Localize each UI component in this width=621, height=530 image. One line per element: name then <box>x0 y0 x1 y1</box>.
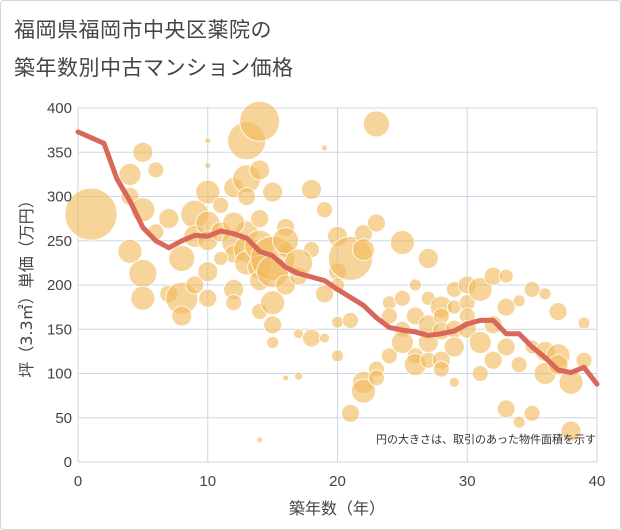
data-bubble <box>538 287 552 301</box>
data-bubble <box>432 360 450 378</box>
data-bubble <box>282 374 290 382</box>
data-bubble <box>368 369 385 387</box>
data-bubble <box>250 209 270 229</box>
data-bubble <box>342 311 359 329</box>
data-bubble <box>249 159 271 181</box>
y-tick-label: 150 <box>47 321 72 338</box>
data-bubble <box>204 137 212 145</box>
data-bubble <box>523 404 541 422</box>
data-bubble <box>467 277 493 302</box>
data-bubble <box>367 213 386 233</box>
data-bubble <box>147 161 165 179</box>
data-bubble <box>212 196 230 214</box>
y-tick-label: 250 <box>47 233 72 250</box>
data-bubble <box>577 316 591 330</box>
data-bubble <box>448 376 460 388</box>
data-bubble <box>483 350 503 370</box>
y-tick-label: 350 <box>47 144 72 161</box>
average-price-trend-line <box>75 129 600 387</box>
data-bubble <box>393 289 411 307</box>
data-bubble <box>512 415 526 429</box>
trend-line-layer <box>75 129 600 387</box>
data-bubble <box>237 187 257 206</box>
data-bubble <box>302 328 321 348</box>
data-bubble <box>195 179 221 205</box>
y-tick-label: 400 <box>47 100 72 117</box>
axis-ticks: 0 50 100 150 200 250 300 350 400 0 10 20 30 40 <box>47 100 605 490</box>
data-bubble <box>266 336 280 349</box>
x-tick-label: 40 <box>589 473 606 490</box>
data-bubble <box>443 336 465 358</box>
data-bubble <box>118 162 142 186</box>
bubble-layer <box>64 100 593 444</box>
data-bubble <box>132 141 154 163</box>
data-bubble <box>380 347 398 365</box>
data-bubble <box>319 332 330 344</box>
data-bubble <box>171 305 193 327</box>
data-bubble <box>512 294 526 308</box>
data-bubble <box>262 181 284 203</box>
data-bubble <box>496 337 516 357</box>
x-tick-label: 0 <box>74 473 82 490</box>
data-bubble <box>548 302 568 321</box>
y-axis-label: 坪（3.3㎡）単価（万円） <box>17 192 36 377</box>
x-tick-label: 20 <box>329 473 346 490</box>
data-bubble <box>432 307 450 325</box>
data-bubble <box>471 365 489 382</box>
data-bubble <box>380 307 398 325</box>
data-bubble <box>510 356 528 374</box>
x-tick-label: 30 <box>459 473 476 490</box>
data-bubble <box>331 315 344 329</box>
data-bubble <box>321 144 328 152</box>
chart-title-line2: 築年数別中古マンション価格 <box>14 56 294 80</box>
data-bubble <box>213 251 229 266</box>
data-bubble <box>331 349 344 363</box>
data-bubble <box>158 208 180 230</box>
data-bubble <box>389 230 415 255</box>
chart-title-line1: 福岡県福岡市中央区薬院の <box>14 18 272 42</box>
data-bubble <box>301 179 322 200</box>
x-tick-label: 10 <box>199 473 216 490</box>
data-bubble <box>468 331 492 354</box>
data-bubble <box>204 162 212 169</box>
x-axis-label: 築年数（年） <box>289 499 385 518</box>
data-bubble <box>117 238 143 264</box>
data-bubble <box>168 245 196 272</box>
data-bubble <box>341 403 360 423</box>
data-bubble <box>316 201 333 219</box>
data-bubble <box>272 227 300 255</box>
data-bubble <box>263 315 283 335</box>
data-bubble <box>408 278 422 292</box>
data-bubble <box>64 187 118 241</box>
y-tick-label: 100 <box>47 366 72 383</box>
data-bubble <box>225 294 243 312</box>
y-tick-label: 0 <box>64 454 72 471</box>
y-tick-label: 300 <box>47 189 72 206</box>
data-bubble <box>352 238 375 262</box>
data-bubble <box>198 288 218 308</box>
data-bubble <box>130 285 156 311</box>
data-bubble <box>197 261 219 283</box>
data-bubble <box>239 100 281 142</box>
data-bubble <box>128 259 158 288</box>
data-bubble <box>417 248 439 269</box>
data-bubble <box>185 275 205 295</box>
data-bubble <box>363 110 390 138</box>
data-bubble <box>315 284 334 304</box>
data-bubble <box>498 268 514 284</box>
data-bubble <box>256 436 264 444</box>
data-bubble <box>496 399 516 419</box>
data-bubble <box>260 290 286 316</box>
y-tick-label: 200 <box>47 277 72 294</box>
data-bubble <box>496 297 516 317</box>
size-annotation: 円の大きさは、取引のあった物件面積を示す <box>376 432 596 446</box>
y-tick-label: 50 <box>55 410 72 427</box>
data-bubble <box>293 328 304 340</box>
data-bubble <box>351 378 376 404</box>
data-bubble <box>294 371 303 381</box>
data-bubble <box>523 281 541 298</box>
data-bubble <box>560 420 582 442</box>
